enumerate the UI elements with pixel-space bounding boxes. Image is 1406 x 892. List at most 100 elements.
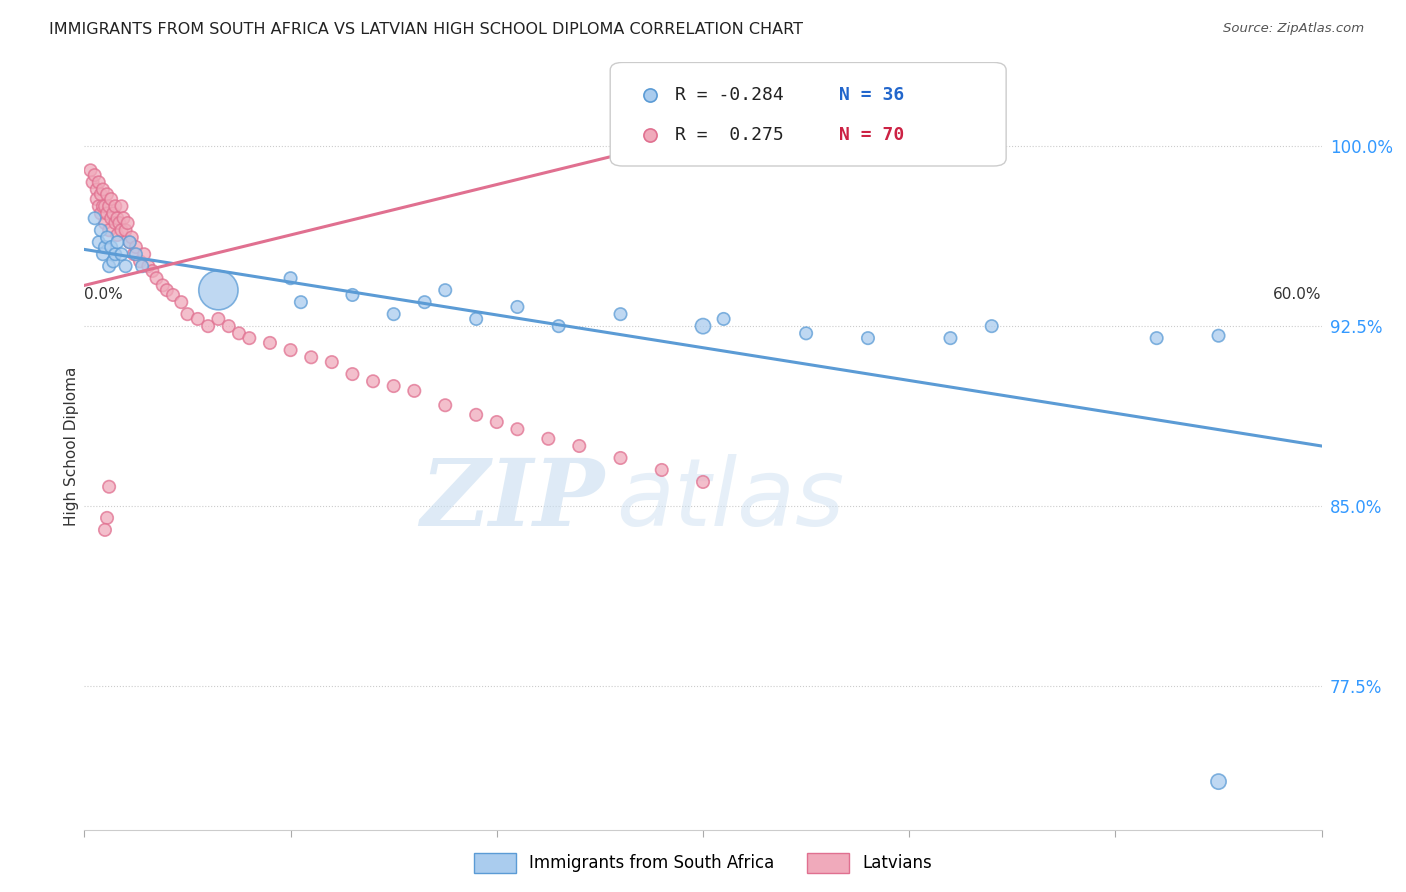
Text: N = 36: N = 36	[839, 86, 904, 103]
Point	[413, 295, 436, 310]
Text: 60.0%: 60.0%	[1274, 287, 1322, 302]
Point	[465, 312, 488, 326]
Point	[91, 199, 114, 213]
Text: 0.0%: 0.0%	[84, 287, 124, 302]
Point	[361, 374, 384, 388]
Point	[382, 379, 405, 393]
Point	[197, 319, 219, 334]
Point	[114, 259, 136, 273]
Point	[110, 199, 132, 213]
Text: Source: ZipAtlas.com: Source: ZipAtlas.com	[1223, 22, 1364, 36]
Point	[713, 312, 735, 326]
Point	[87, 235, 110, 250]
Point	[939, 331, 962, 345]
Point	[105, 211, 128, 226]
Point	[299, 351, 322, 365]
Point	[434, 398, 457, 412]
Point	[207, 312, 229, 326]
Point	[382, 307, 405, 321]
Text: N = 70: N = 70	[839, 127, 904, 145]
Point	[98, 199, 121, 213]
Point	[112, 211, 135, 226]
Point	[98, 259, 121, 273]
Point	[83, 168, 105, 182]
Point	[506, 300, 529, 314]
Text: R = -0.284: R = -0.284	[675, 86, 783, 103]
Point	[568, 439, 591, 453]
Point	[94, 240, 117, 254]
Point	[104, 247, 127, 261]
Point	[290, 295, 312, 310]
Point	[96, 511, 118, 525]
Point	[117, 216, 139, 230]
Point	[82, 175, 104, 189]
Point	[259, 335, 281, 350]
Point	[104, 199, 127, 213]
Point	[100, 192, 122, 206]
Text: atlas: atlas	[616, 454, 845, 545]
Point	[98, 223, 121, 237]
Point	[87, 175, 110, 189]
Point	[187, 312, 209, 326]
Point	[547, 319, 569, 334]
Point	[136, 259, 159, 273]
Point	[280, 271, 302, 285]
Point	[609, 450, 631, 465]
Point	[228, 326, 250, 341]
Point	[83, 211, 105, 226]
Point	[131, 259, 153, 273]
Point	[103, 206, 125, 220]
Point	[145, 271, 167, 285]
Point	[90, 206, 112, 220]
Point	[170, 295, 193, 310]
Point	[280, 343, 302, 357]
Point	[609, 307, 631, 321]
Point	[152, 278, 174, 293]
Point	[122, 247, 145, 261]
Point	[91, 247, 114, 261]
Point	[91, 182, 114, 196]
Point	[537, 432, 560, 446]
Point	[104, 216, 127, 230]
Legend: Immigrants from South Africa, Latvians: Immigrants from South Africa, Latvians	[467, 847, 939, 880]
Point	[125, 247, 148, 261]
Point	[692, 475, 714, 489]
Point	[125, 240, 148, 254]
Y-axis label: High School Diploma: High School Diploma	[63, 367, 79, 525]
Point	[321, 355, 343, 369]
Point	[1208, 328, 1230, 343]
Point	[94, 199, 117, 213]
Point	[86, 182, 108, 196]
Point	[79, 163, 101, 178]
Point	[980, 319, 1002, 334]
Point	[90, 187, 112, 202]
Point	[90, 223, 112, 237]
Point	[141, 264, 163, 278]
Point	[207, 283, 229, 297]
Point	[176, 307, 198, 321]
Point	[692, 319, 714, 334]
Point	[651, 463, 673, 477]
Point	[96, 230, 118, 244]
Point	[100, 211, 122, 226]
Point	[108, 216, 131, 230]
Point	[434, 283, 457, 297]
Point	[129, 254, 152, 268]
Point	[100, 240, 122, 254]
Point	[238, 331, 260, 345]
Point	[1146, 331, 1168, 345]
Point	[404, 384, 426, 398]
Text: IMMIGRANTS FROM SOUTH AFRICA VS LATVIAN HIGH SCHOOL DIPLOMA CORRELATION CHART: IMMIGRANTS FROM SOUTH AFRICA VS LATVIAN …	[49, 22, 803, 37]
Point	[103, 254, 125, 268]
Text: R =  0.275: R = 0.275	[675, 127, 783, 145]
Point	[98, 480, 121, 494]
Point	[342, 367, 364, 381]
Point	[218, 319, 240, 334]
Point	[114, 223, 136, 237]
Point	[118, 235, 141, 250]
Point	[156, 283, 179, 297]
Point	[1015, 368, 1038, 382]
Point	[105, 227, 128, 242]
Point	[856, 331, 879, 345]
Point	[94, 523, 117, 537]
